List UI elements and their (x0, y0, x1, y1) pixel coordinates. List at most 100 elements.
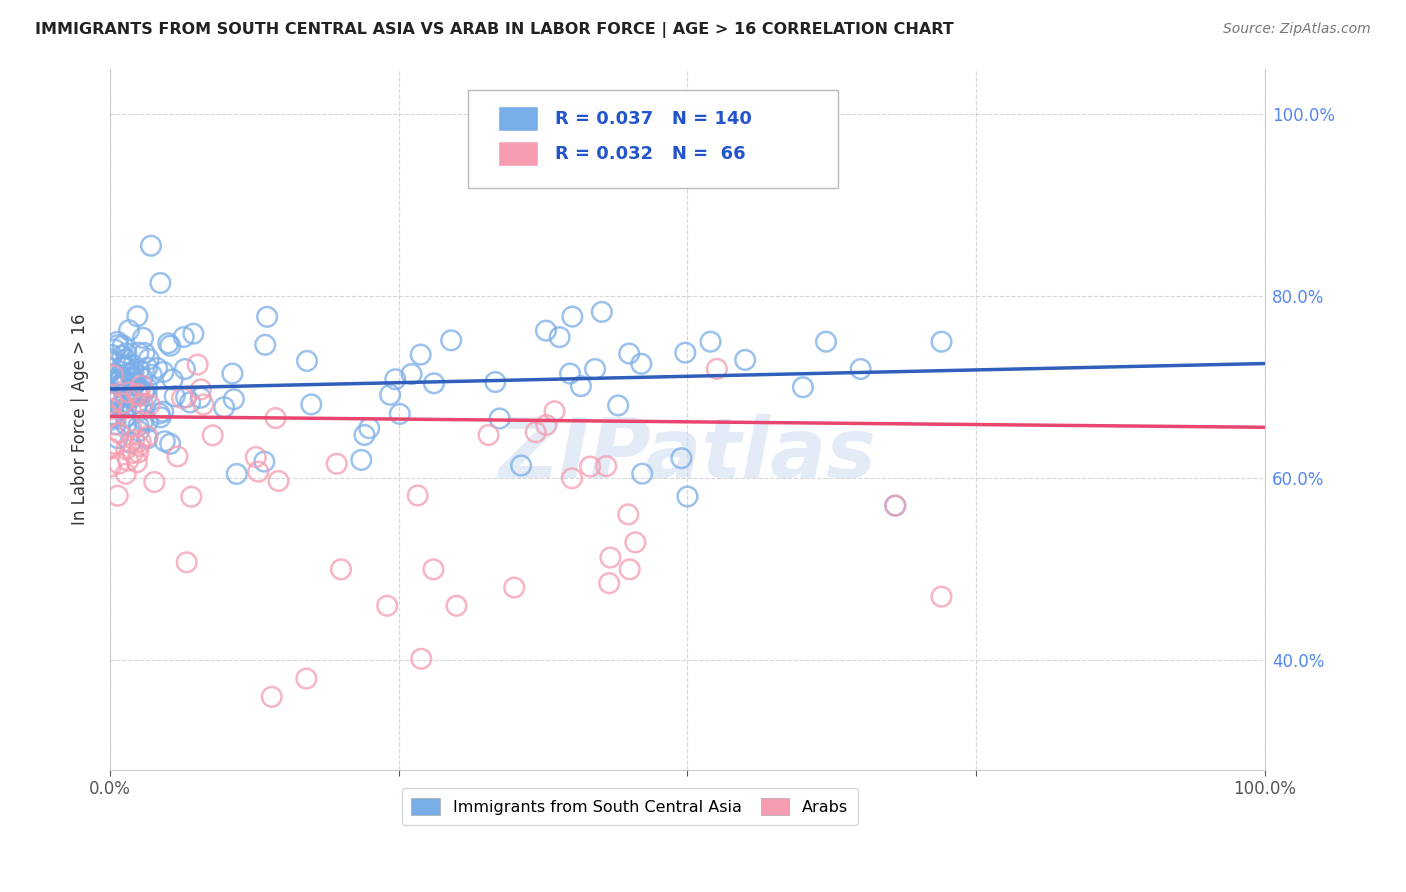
Point (384, 372, 406, 386)
Point (561, 471, 583, 485)
Point (104, 436, 127, 450)
Point (267, 474, 290, 488)
Point (330, 562, 353, 576)
Point (353, 428, 375, 442)
Point (120, 368, 142, 382)
Point (136, 429, 159, 443)
Point (599, 550, 621, 565)
Point (143, 475, 166, 489)
Point (107, 338, 129, 352)
Point (122, 433, 145, 447)
Point (673, 345, 696, 359)
Point (118, 385, 141, 400)
Point (115, 346, 138, 360)
Point (264, 411, 287, 425)
Point (104, 417, 127, 432)
Point (110, 379, 132, 393)
Point (122, 376, 145, 391)
Point (350, 453, 373, 467)
Point (157, 336, 180, 351)
Point (108, 368, 131, 383)
Point (115, 417, 138, 432)
Point (134, 346, 156, 360)
Point (884, 499, 907, 513)
Point (131, 396, 153, 410)
Point (104, 343, 127, 357)
Point (104, 409, 127, 424)
Point (931, 334, 953, 349)
Point (193, 398, 215, 412)
Point (136, 381, 159, 395)
Point (149, 276, 172, 290)
Point (125, 386, 148, 401)
Point (401, 367, 423, 381)
Point (122, 358, 145, 372)
Point (440, 334, 463, 348)
Point (446, 599, 468, 613)
Point (295, 672, 318, 686)
Point (122, 365, 145, 379)
Point (129, 434, 152, 449)
Point (299, 397, 322, 411)
Point (112, 361, 135, 376)
Point (125, 401, 148, 415)
Point (187, 358, 209, 372)
Point (406, 488, 429, 502)
Point (110, 378, 132, 392)
Text: IMMIGRANTS FROM SOUTH CENTRAL ASIA VS ARAB IN LABOR FORCE | AGE > 16 CORRELATION: IMMIGRANTS FROM SOUTH CENTRAL ASIA VS AR… (35, 22, 953, 38)
Point (569, 379, 592, 393)
Point (607, 399, 630, 413)
Point (128, 389, 150, 403)
Point (325, 457, 347, 471)
Point (409, 348, 432, 362)
Point (153, 434, 176, 449)
Point (101, 395, 124, 409)
Point (619, 346, 641, 360)
Point (107, 489, 129, 503)
Point (114, 389, 136, 403)
Point (128, 418, 150, 433)
Point (120, 390, 142, 404)
Point (101, 368, 124, 383)
Point (148, 407, 170, 421)
Point (98, 409, 121, 424)
Point (548, 330, 571, 344)
Point (190, 382, 212, 396)
Point (488, 411, 510, 425)
Point (159, 437, 181, 451)
Point (221, 367, 243, 381)
Point (107, 334, 129, 349)
FancyBboxPatch shape (499, 107, 538, 131)
Point (115, 376, 138, 390)
Point (543, 404, 565, 418)
Point (163, 389, 186, 403)
Point (114, 395, 136, 409)
FancyBboxPatch shape (499, 142, 538, 166)
Point (423, 376, 446, 391)
Text: R = 0.032   N =  66: R = 0.032 N = 66 (554, 145, 745, 163)
Point (201, 428, 224, 442)
Point (558, 367, 581, 381)
Point (225, 467, 247, 481)
Point (411, 652, 433, 666)
Point (134, 384, 156, 398)
Point (128, 362, 150, 376)
Point (139, 239, 162, 253)
Point (388, 407, 411, 421)
Point (121, 371, 143, 385)
Point (115, 409, 138, 424)
Point (114, 359, 136, 374)
Point (631, 467, 654, 481)
Point (152, 405, 174, 419)
Point (111, 349, 134, 363)
Point (598, 576, 620, 591)
Point (121, 391, 143, 405)
Point (103, 408, 125, 422)
Point (174, 390, 197, 404)
Point (114, 388, 136, 402)
Point (671, 451, 693, 466)
Point (125, 376, 148, 390)
Point (101, 348, 124, 362)
Point (676, 490, 699, 504)
Text: ZIPatlas: ZIPatlas (499, 414, 876, 495)
